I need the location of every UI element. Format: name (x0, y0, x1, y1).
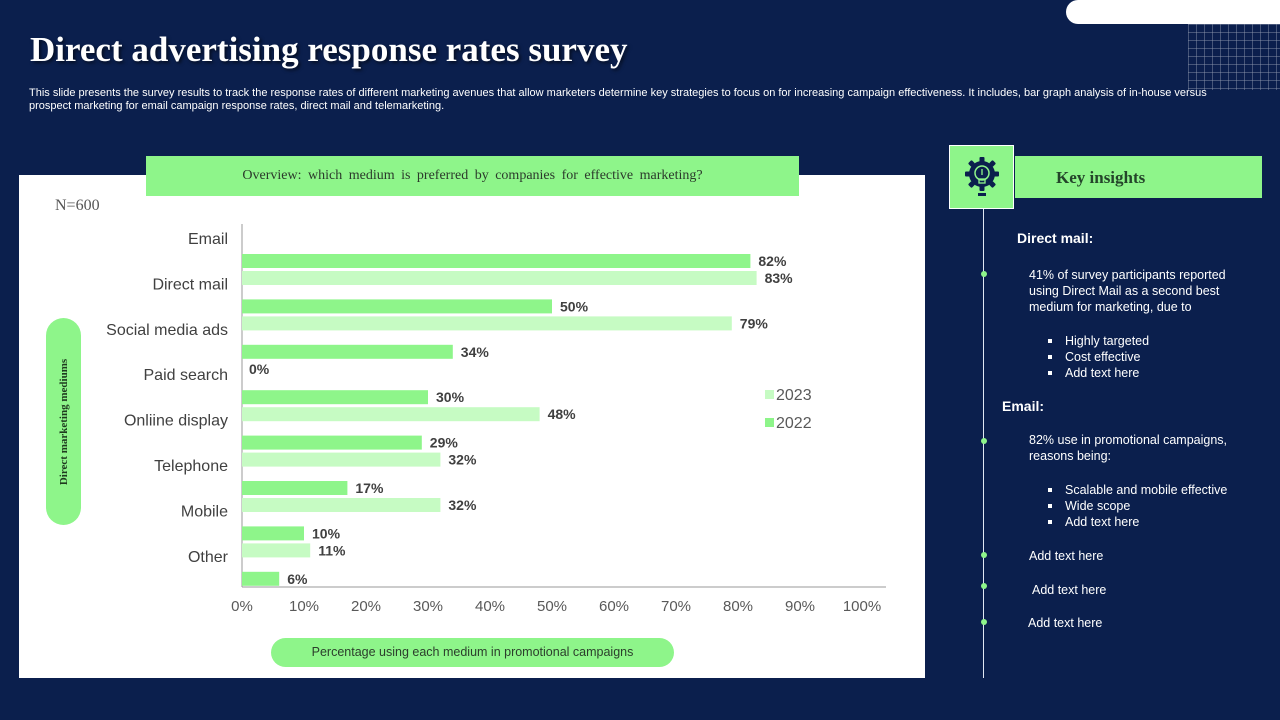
email-bullets: Scalable and mobile effective Wide scope… (1047, 482, 1227, 530)
y-category-label: Telephone (154, 458, 228, 475)
x-axis-label-pill: Percentage using each medium in promotio… (271, 638, 674, 667)
y-category-label: Mobile (181, 503, 228, 520)
bar-2023 (242, 452, 441, 467)
y-category-label: Paid search (144, 367, 229, 384)
y-category-label: Direct mail (152, 276, 228, 293)
email-heading: Email: (1002, 398, 1045, 414)
bar-2022 (242, 571, 280, 586)
bar-2022 (242, 390, 428, 405)
data-label: 32% (448, 497, 477, 513)
y-category-label: Email (188, 231, 228, 248)
timeline-dot (981, 619, 987, 625)
bar-chart: 0% 10% 20% 30% 40% 50% 60% 70% 80% 90% 100% Email 82… (106, 224, 886, 615)
y-axis-label: Direct marketing mediums (57, 358, 70, 485)
y-category-label: Onliine display (124, 413, 228, 430)
bar-2022 (242, 481, 348, 495)
key-insights-header: Key insights (1015, 156, 1262, 198)
list-item: Add text here (1047, 514, 1227, 530)
insight-extra-item: Add text here (1032, 583, 1107, 597)
y-category-label: Social media ads (106, 322, 228, 339)
data-label: 11% (318, 542, 346, 558)
list-item: Add text here (1047, 365, 1149, 381)
legend-swatch (765, 390, 774, 399)
x-tick-label: 40% (475, 598, 505, 615)
overview-banner: Overview: which medium is preferred by c… (146, 156, 799, 196)
insight-extra-item: Add text here (1028, 616, 1103, 630)
bar-2023 (242, 498, 441, 512)
data-label: 83% (765, 270, 794, 286)
timeline-dot (981, 552, 987, 558)
direct-mail-heading: Direct mail: (1017, 230, 1094, 246)
data-label: 17% (355, 480, 384, 496)
direct-mail-text: 41% of survey participants reported usin… (1029, 268, 1226, 314)
x-tick-label: 70% (661, 598, 691, 615)
timeline-dot (981, 438, 987, 444)
direct-mail-bullets: Highly targeted Cost effective Add text … (1047, 333, 1149, 381)
x-tick-label: 80% (723, 598, 753, 615)
list-item: Wide scope (1047, 498, 1227, 514)
list-item: Highly targeted (1047, 333, 1149, 349)
x-tick-label: 20% (351, 598, 381, 615)
data-label: 30% (436, 389, 465, 405)
data-label: 0% (249, 361, 270, 377)
bar-2023 (242, 316, 732, 331)
timeline-dot (981, 583, 987, 589)
x-tick-label: 100% (843, 598, 881, 615)
insight-extra-item: Add text here (1029, 549, 1104, 563)
page-description: This slide presents the survey results t… (29, 87, 1207, 112)
key-insights-icon-box (949, 145, 1014, 209)
bar-2022 (242, 344, 453, 359)
bar-2023 (242, 271, 757, 285)
data-label: 82% (758, 253, 787, 269)
legend-label: 2022 (776, 415, 812, 432)
key-insights-title: Key insights (1056, 168, 1146, 187)
bar-2022 (242, 435, 422, 450)
y-axis-label-pill: Direct marketing mediums (46, 318, 81, 525)
page-title: Direct advertising response rates survey (30, 30, 628, 69)
data-label: 32% (448, 452, 477, 468)
bar-2023 (242, 543, 311, 558)
x-tick-label: 30% (413, 598, 443, 615)
bar-2022 (242, 299, 552, 314)
legend-swatch (765, 418, 774, 427)
gear-lightbulb-icon (965, 157, 999, 196)
email-text: 82% use in promotional campaigns, reason… (1029, 433, 1228, 463)
data-label: 10% (312, 525, 341, 541)
x-tick-label: 50% (537, 598, 567, 615)
data-label: 29% (430, 435, 459, 451)
y-category-label: Other (188, 549, 229, 566)
data-label: 79% (740, 315, 769, 331)
bar-2023 (242, 407, 540, 422)
decorative-pill (1066, 0, 1280, 24)
data-label: 48% (548, 406, 577, 422)
bar-2022 (242, 526, 304, 541)
sample-size-label: N=600 (55, 197, 100, 214)
x-tick-label: 0% (231, 598, 253, 615)
bar-2022 (242, 254, 751, 268)
x-tick-label: 90% (785, 598, 815, 615)
data-label: 6% (287, 571, 308, 587)
decorative-grid (1188, 24, 1280, 90)
x-tick-label: 10% (289, 598, 319, 615)
x-tick-label: 60% (599, 598, 629, 615)
list-item: Scalable and mobile effective (1047, 482, 1227, 498)
data-label: 34% (461, 344, 490, 360)
legend-label: 2023 (776, 387, 812, 404)
list-item: Cost effective (1047, 349, 1149, 365)
timeline-dot (981, 271, 987, 277)
data-label: 50% (560, 298, 589, 314)
